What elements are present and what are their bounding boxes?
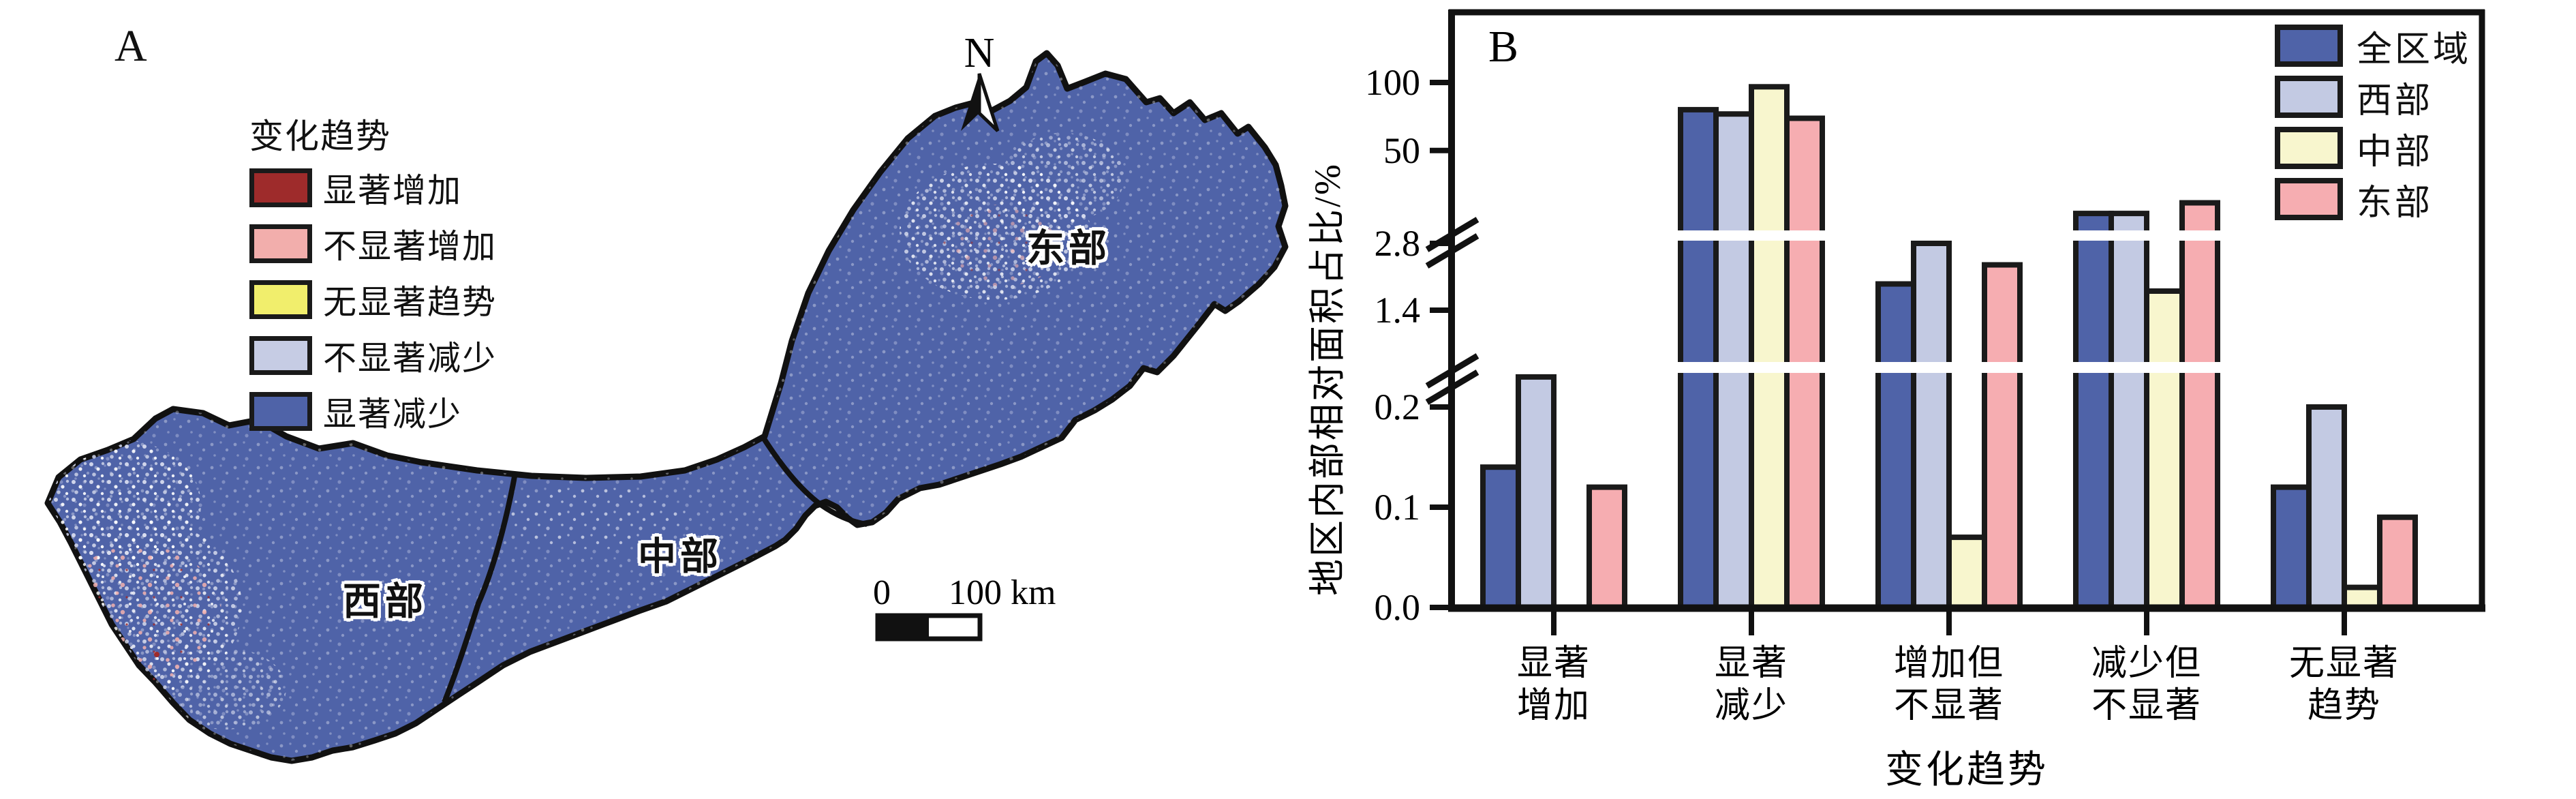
bar-西部-显著增加 xyxy=(1516,374,1557,612)
map-legend-title: 变化趋势 xyxy=(249,117,391,155)
legend-swatch-whole-region xyxy=(2275,25,2343,67)
legend-swatch-east xyxy=(2275,178,2343,220)
region-label-east: 东部 xyxy=(1026,228,1111,271)
axis-break-marks xyxy=(1425,217,1479,405)
x-tick-label: 无显著趋势 xyxy=(2289,644,2399,725)
x-tick-label: 显著减少 xyxy=(1715,644,1788,725)
bar-东部-显著增加 xyxy=(1586,484,1627,611)
bar-东部-增加但不显著 xyxy=(1982,262,2023,611)
boundary-west-middle xyxy=(442,472,518,704)
legend-item-west: 西部 xyxy=(2275,76,2471,121)
north-label: N xyxy=(964,30,995,76)
panel-b-label: B xyxy=(1488,22,1518,72)
bar-中部-减少但不显著 xyxy=(2144,288,2185,611)
boundary-middle-east xyxy=(761,436,868,527)
x-tick-label: 增加但不显著 xyxy=(1894,644,2004,725)
legend-item-whole-region: 全区域 xyxy=(2275,25,2471,70)
bar-全区域-减少但不显著 xyxy=(2073,211,2114,612)
plot-frame xyxy=(1448,9,2485,612)
y-tick-label: 0.2 xyxy=(1375,387,1421,427)
y-tick-label: 2.8 xyxy=(1375,223,1421,264)
x-axis-ticks: 显著增加 显著减少 增加但不显著 减少但不显著 无显著趋势 xyxy=(1517,608,2399,725)
bar-西部-减少但不显著 xyxy=(2109,211,2149,612)
bar-中部-增加但不显著 xyxy=(1946,534,1987,611)
x-tick-label: 显著增加 xyxy=(1517,644,1591,725)
bar-西部-显著减少 xyxy=(1713,111,1754,611)
legend-item-sig-decrease: 显著减少 xyxy=(249,391,497,433)
north-arrow-icon xyxy=(961,73,1000,132)
map-legend: 变化趋势 显著增加 不显著增加 无显著趋势 不显著减少 显著减少 xyxy=(249,109,497,447)
y-tick-label: 50 xyxy=(1383,130,1420,171)
chart-legend: 全区域 西部 中部 东部 xyxy=(2275,25,2471,229)
y-axis-title: 地区内部相对面积占比/% xyxy=(1307,162,1348,596)
legend-item-sig-increase: 显著增加 xyxy=(249,168,497,209)
scale-bar xyxy=(875,613,983,642)
y-tick-label: 1.4 xyxy=(1375,290,1421,331)
bar-东部-减少但不显著 xyxy=(2179,200,2220,611)
legend-swatch-sig-decrease xyxy=(249,392,312,431)
scale-bar-distance: 100 km xyxy=(949,573,1056,612)
region-label-middle: 中部 xyxy=(638,536,722,579)
bar-东部-无显著趋势 xyxy=(2377,514,2418,612)
bar-全区域-显著减少 xyxy=(1678,106,1719,611)
bar-西部-无显著趋势 xyxy=(2306,404,2347,611)
y-tick-label: 0.0 xyxy=(1375,587,1421,628)
map-panel: N 0 100 km xyxy=(44,30,1289,764)
bar-西部-增加但不显著 xyxy=(1911,241,1952,611)
region-label-west: 西部 xyxy=(343,581,427,624)
y-tick-label: 100 xyxy=(1365,62,1420,103)
legend-swatch-west xyxy=(2275,76,2343,118)
legend-item-east: 东部 xyxy=(2275,178,2471,223)
legend-item-nonsig-decrease: 不显著减少 xyxy=(249,335,497,377)
legend-swatch-no-trend xyxy=(249,280,312,319)
axis-break-stripe-upper xyxy=(1456,230,2479,241)
x-tick-label: 减少但不显著 xyxy=(2091,644,2202,725)
bar-全区域-增加但不显著 xyxy=(1875,281,1916,611)
legend-swatch-sig-increase xyxy=(249,168,312,207)
y-axis-ticks: 0.0 0.1 0.2 1.4 2.8 50 100 xyxy=(1365,62,1452,628)
legend-swatch-middle xyxy=(2275,127,2343,169)
panel-a-label: A xyxy=(114,21,147,71)
legend-swatch-nonsig-decrease xyxy=(249,336,312,375)
legend-item-no-trend: 无显著趋势 xyxy=(249,280,497,321)
map-speckle-texture xyxy=(48,53,1285,761)
bar-全区域-无显著趋势 xyxy=(2271,484,2312,611)
y-tick-label: 0.1 xyxy=(1375,487,1421,528)
legend-swatch-nonsig-increase xyxy=(249,224,312,263)
legend-item-middle: 中部 xyxy=(2275,127,2471,172)
legend-item-nonsig-increase: 不显著增加 xyxy=(249,224,497,265)
bar-中部-显著减少 xyxy=(1749,84,1790,612)
bar-全区域-显著增加 xyxy=(1480,464,1521,612)
x-axis-title: 变化趋势 xyxy=(1885,749,2049,792)
axis-break-stripe-lower xyxy=(1456,362,2479,373)
scale-bar-zero: 0 xyxy=(873,573,891,612)
